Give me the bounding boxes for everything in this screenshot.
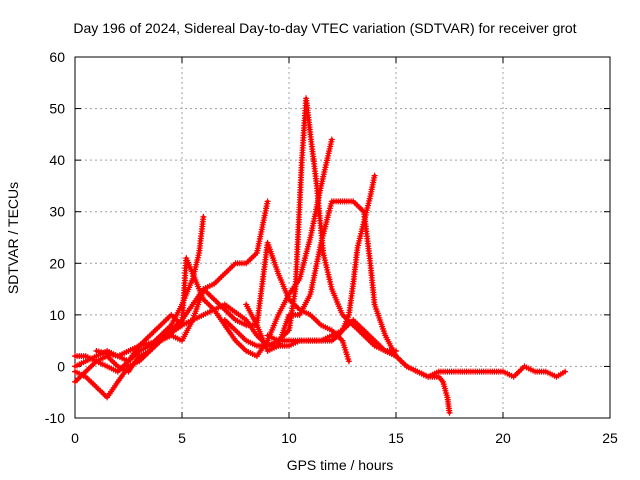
y-tick-label: 40	[49, 152, 65, 168]
series-1	[72, 213, 207, 375]
y-tick-label: 50	[49, 101, 65, 117]
series-5	[264, 95, 399, 354]
series-3	[72, 136, 335, 370]
y-axis-label: SDTVAR / TECUs	[5, 182, 21, 294]
y-tick-label: 20	[49, 255, 65, 271]
x-tick-label: 5	[178, 430, 186, 446]
data-point-marker	[562, 368, 569, 375]
y-tick-label: 60	[49, 49, 65, 65]
series-8	[72, 239, 352, 385]
tick-layer: 0 5 10 15 20 25 -10 0 10 20 30 40 50 60	[45, 49, 618, 446]
y-tick-label: 0	[57, 358, 65, 374]
data-point-marker	[446, 409, 453, 416]
data-point-marker	[328, 136, 335, 143]
data-point-marker	[345, 358, 352, 365]
series-7	[221, 172, 378, 349]
x-tick-label: 20	[495, 430, 511, 446]
grid-layer	[75, 57, 610, 418]
x-tick-label: 0	[71, 430, 79, 446]
plot-frame	[74, 56, 611, 419]
series-2	[72, 198, 271, 401]
x-tick-label: 10	[281, 430, 297, 446]
x-tick-label: 15	[388, 430, 404, 446]
series-line	[73, 199, 270, 399]
x-tick-label: 25	[602, 430, 618, 446]
data-point-marker	[264, 198, 271, 205]
data-point-marker	[200, 213, 207, 220]
series-line	[73, 137, 334, 368]
series-6	[243, 198, 569, 380]
y-tick-label: 10	[49, 307, 65, 323]
data-point-marker	[371, 172, 378, 179]
y-tick-label: 30	[49, 204, 65, 220]
series-layer	[72, 95, 569, 416]
y-tick-label: -10	[45, 410, 65, 426]
x-axis-label: GPS time / hours	[287, 457, 394, 473]
chart-title: Day 196 of 2024, Sidereal Day-to-day VTE…	[73, 20, 576, 36]
